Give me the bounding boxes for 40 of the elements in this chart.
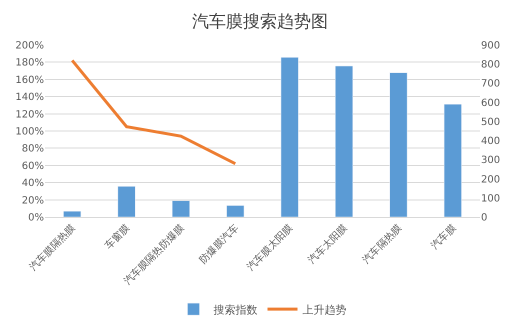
y2-tick-label: 300 — [481, 155, 500, 166]
y-tick-label: 180% — [15, 58, 44, 69]
x-tick-label: 汽车太阳膜 — [306, 222, 350, 266]
bar — [226, 205, 244, 217]
y2-tick-label: 700 — [481, 78, 500, 90]
bar — [63, 211, 82, 217]
y2-tick-label: 900 — [481, 40, 500, 52]
y-tick-label: 120% — [15, 109, 44, 120]
y2-tick-label: 500 — [481, 116, 500, 128]
y-tick-label: 0% — [28, 212, 44, 224]
y2-tick-label: 400 — [481, 136, 500, 148]
y2-tick-label: 600 — [481, 98, 500, 109]
bar — [335, 66, 354, 217]
x-tick-label: 汽车膜 — [428, 222, 458, 252]
y2-tick-label: 200 — [481, 174, 500, 186]
y-tick-label: 40% — [22, 178, 44, 190]
y-tick-label: 140% — [15, 92, 44, 104]
y-tick-label: 160% — [15, 74, 44, 86]
x-tick-label: 汽车膜太阳膜 — [244, 222, 296, 274]
y2-tick-label: 100 — [481, 193, 500, 204]
bar — [389, 72, 408, 217]
bar — [280, 57, 299, 217]
x-tick-label: 车窗膜 — [102, 222, 132, 252]
legend-label: 搜索指数 — [214, 303, 258, 316]
x-tick-label: 防爆膜汽车 — [197, 222, 241, 266]
bar — [444, 104, 462, 217]
x-tick-label: 汽车膜隔热膜 — [26, 222, 78, 274]
y-tick-label: 80% — [22, 144, 44, 155]
y-tick-label: 60% — [22, 160, 44, 172]
y2-tick-label: 800 — [481, 60, 500, 71]
bar — [172, 200, 190, 217]
y-tick-label: 200% — [15, 40, 44, 52]
y-tick-label: 100% — [15, 126, 44, 138]
chart-title: 汽车膜搜索趋势图 — [192, 12, 328, 32]
x-tick-label: 汽车隔热膜 — [360, 222, 404, 266]
legend-label: 上升趋势 — [302, 303, 346, 316]
line-series — [70, 58, 237, 166]
bar — [118, 186, 136, 217]
y-tick-label: 20% — [22, 195, 44, 206]
y2-tick-label: 0 — [481, 212, 488, 224]
